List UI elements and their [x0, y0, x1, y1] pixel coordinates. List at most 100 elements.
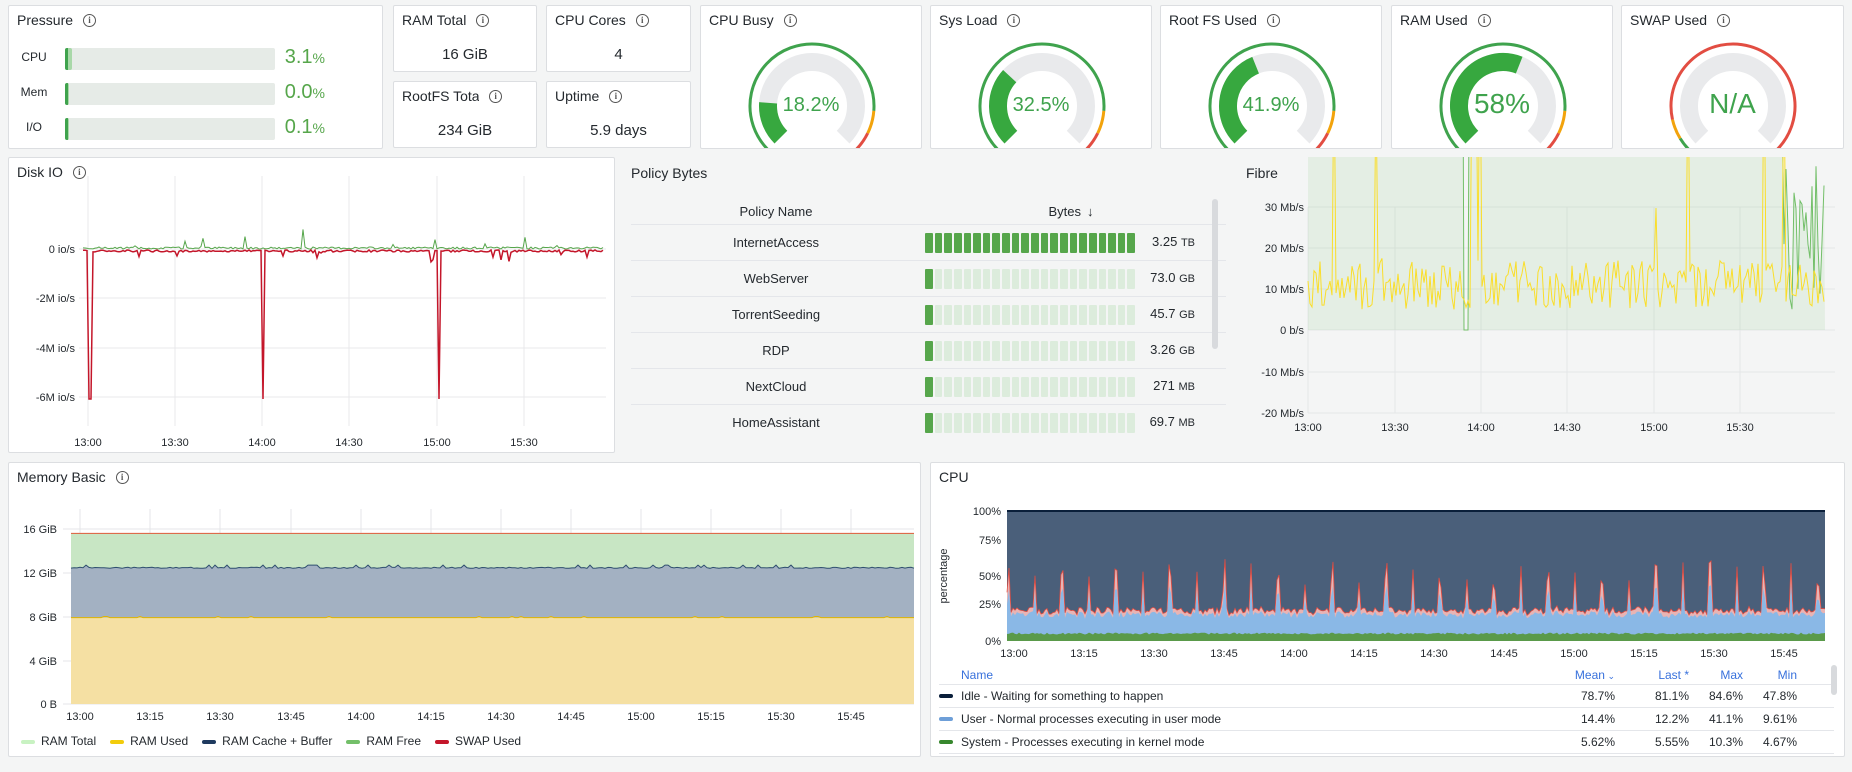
y-tick-label: 100% [973, 506, 1001, 518]
info-icon[interactable]: i [1266, 13, 1280, 27]
y-tick-label: 30 Mb/s [1265, 202, 1305, 214]
info-icon[interactable]: i [83, 13, 97, 27]
x-tick-label: 13:30 [161, 437, 189, 449]
pressure-row: Mem 0.0% [19, 81, 325, 107]
y-tick-label: 0 b/s [1280, 325, 1304, 337]
pressure-bar [65, 118, 275, 140]
bytes-unit: GB [1179, 273, 1195, 285]
table-row[interactable]: NextCloud 271 MB [631, 369, 1226, 405]
legend-item[interactable]: RAM Total [21, 734, 96, 748]
threshold-arc [978, 42, 1106, 148]
table-row[interactable]: RDP 3.26 GB [631, 333, 1226, 369]
pressure-bar-fill [65, 48, 72, 70]
col-mean[interactable]: Mean ⌄ [1543, 668, 1615, 682]
panel-title: CPU [939, 469, 969, 485]
y-tick-label: -10 Mb/s [1261, 367, 1304, 379]
legend-swatch [110, 739, 125, 744]
legend-label: SWAP Used [455, 734, 522, 748]
disk-io-chart[interactable]: 0 io/s -2M io/s -4M io/s -6M io/s 13:00 13:30… [9, 158, 615, 453]
sort-down-icon: ↓ [1087, 204, 1094, 219]
series-name: System - Processes executing in kernel m… [961, 735, 1205, 749]
gauge-panel: CPU Busy i 18.2% [700, 5, 922, 149]
bytes-number: 3.26 [1150, 342, 1176, 357]
y-tick-label: 8 GiB [29, 612, 57, 624]
scrollbar[interactable] [1212, 199, 1218, 349]
last-value: 12.2% [1654, 712, 1689, 726]
bytes-value: 3.26 GB [1135, 343, 1195, 358]
info-icon[interactable]: i [783, 13, 797, 27]
info-icon[interactable]: i [72, 165, 86, 179]
info-icon[interactable]: i [635, 13, 649, 27]
panel-title: Uptime [555, 88, 600, 104]
info-icon[interactable]: i [609, 89, 623, 103]
legend-item[interactable]: RAM Free [346, 734, 421, 748]
x-tick-label: 13:30 [1140, 648, 1168, 660]
pressure-bar-fill [65, 83, 70, 105]
bytes-value: 73.0 GB [1135, 271, 1195, 286]
info-icon[interactable]: i [489, 89, 502, 103]
policy-name: WebServer [743, 271, 809, 286]
table-row[interactable]: InternetAccess 3.25 TB [631, 225, 1226, 261]
x-tick-label: 14:15 [1350, 648, 1378, 660]
series-area-rx [1308, 157, 1825, 330]
y-tick-label: -6M io/s [36, 392, 76, 404]
table-row[interactable]: TorrentSeeding 45.7 GB [631, 297, 1226, 333]
threshold-arc [1671, 119, 1682, 140]
col-bytes[interactable]: Bytes ↓ [921, 204, 1221, 219]
gauge-value: 58% [1473, 88, 1531, 119]
fibre-chart[interactable]: 30 Mb/s 20 Mb/s 10 Mb/s 0 b/s -10 Mb/s -20 Mb… [1238, 157, 1845, 453]
table-row[interactable]: HomeAssistant 69.7 MB [631, 405, 1226, 433]
legend-swatch [939, 694, 953, 698]
table-row[interactable]: System - Processes executing in kernel m… [939, 731, 1834, 754]
legend-swatch [939, 740, 953, 744]
table-row[interactable]: Idle - Waiting for something to happen 7… [939, 685, 1834, 708]
x-tick-label: 15:15 [697, 711, 725, 723]
y-tick-label: -4M io/s [36, 343, 76, 355]
ram-cache-line [70, 564, 915, 570]
gauge-value: 41.9% [1242, 94, 1300, 116]
col-bytes-label: Bytes [1048, 204, 1081, 219]
x-tick-label: 14:00 [1280, 648, 1308, 660]
scrollbar[interactable] [1831, 665, 1837, 695]
panel-title: CPU Busy [709, 12, 774, 28]
x-tick-label: 14:30 [1553, 422, 1581, 434]
info-icon[interactable]: i [1477, 13, 1491, 27]
x-tick-label: 15:30 [510, 437, 538, 449]
gauge-fill [989, 70, 1018, 144]
info-icon[interactable]: i [115, 470, 129, 484]
legend-item[interactable]: RAM Cache + Buffer [202, 734, 332, 748]
panel-title: Policy Bytes [631, 165, 708, 181]
threshold-arc [866, 110, 876, 134]
x-tick-label: 15:30 [1726, 422, 1754, 434]
pressure-label: CPU [21, 50, 47, 64]
table-row[interactable]: WebServer 73.0 GB [631, 261, 1226, 297]
info-icon[interactable]: i [1007, 13, 1021, 27]
user-area [1007, 583, 1825, 641]
col-max[interactable]: Max [1720, 667, 1743, 682]
legend-item[interactable]: RAM Used [110, 734, 188, 748]
x-tick-label: 14:15 [417, 711, 445, 723]
info-icon[interactable]: i [476, 13, 490, 27]
threshold-arc [1546, 132, 1561, 148]
col-name[interactable]: Name [961, 667, 994, 682]
col-min[interactable]: Min [1777, 667, 1797, 682]
table-row[interactable]: User - Normal processes executing in use… [939, 708, 1834, 731]
gauge-chart [748, 42, 876, 148]
col-policy-name[interactable]: Policy Name [739, 204, 813, 219]
cpu-chart[interactable]: percentage 100% 75% 50% 25% 0%13:00 13:15 13:30… [931, 463, 1845, 663]
y-tick-label: 12 GiB [23, 568, 57, 580]
info-icon[interactable]: i [1717, 13, 1731, 27]
x-tick-label: 15:45 [1770, 648, 1798, 660]
rootfs-total-panel: RootFS Total i 234 GiB [393, 81, 537, 148]
legend-item[interactable]: SWAP Used [435, 734, 521, 748]
table-header: Name Mean ⌄ Last * Max Min [939, 665, 1834, 685]
x-tick-label: 13:45 [1210, 648, 1238, 660]
gauge-panel: Root FS Used i 41.9% [1160, 5, 1382, 149]
threshold-arc [748, 42, 876, 148]
x-tick-label: 15:45 [837, 711, 865, 723]
col-last[interactable]: Last * [1658, 667, 1689, 682]
gauge-chart [1208, 42, 1336, 148]
pressure-label: I/O [25, 120, 42, 134]
memory-chart[interactable]: 16 GiB 12 GiB 8 GiB 4 GiB 0 B 13:00 13:15 13:30… [9, 463, 921, 723]
legend-swatch [435, 739, 450, 744]
